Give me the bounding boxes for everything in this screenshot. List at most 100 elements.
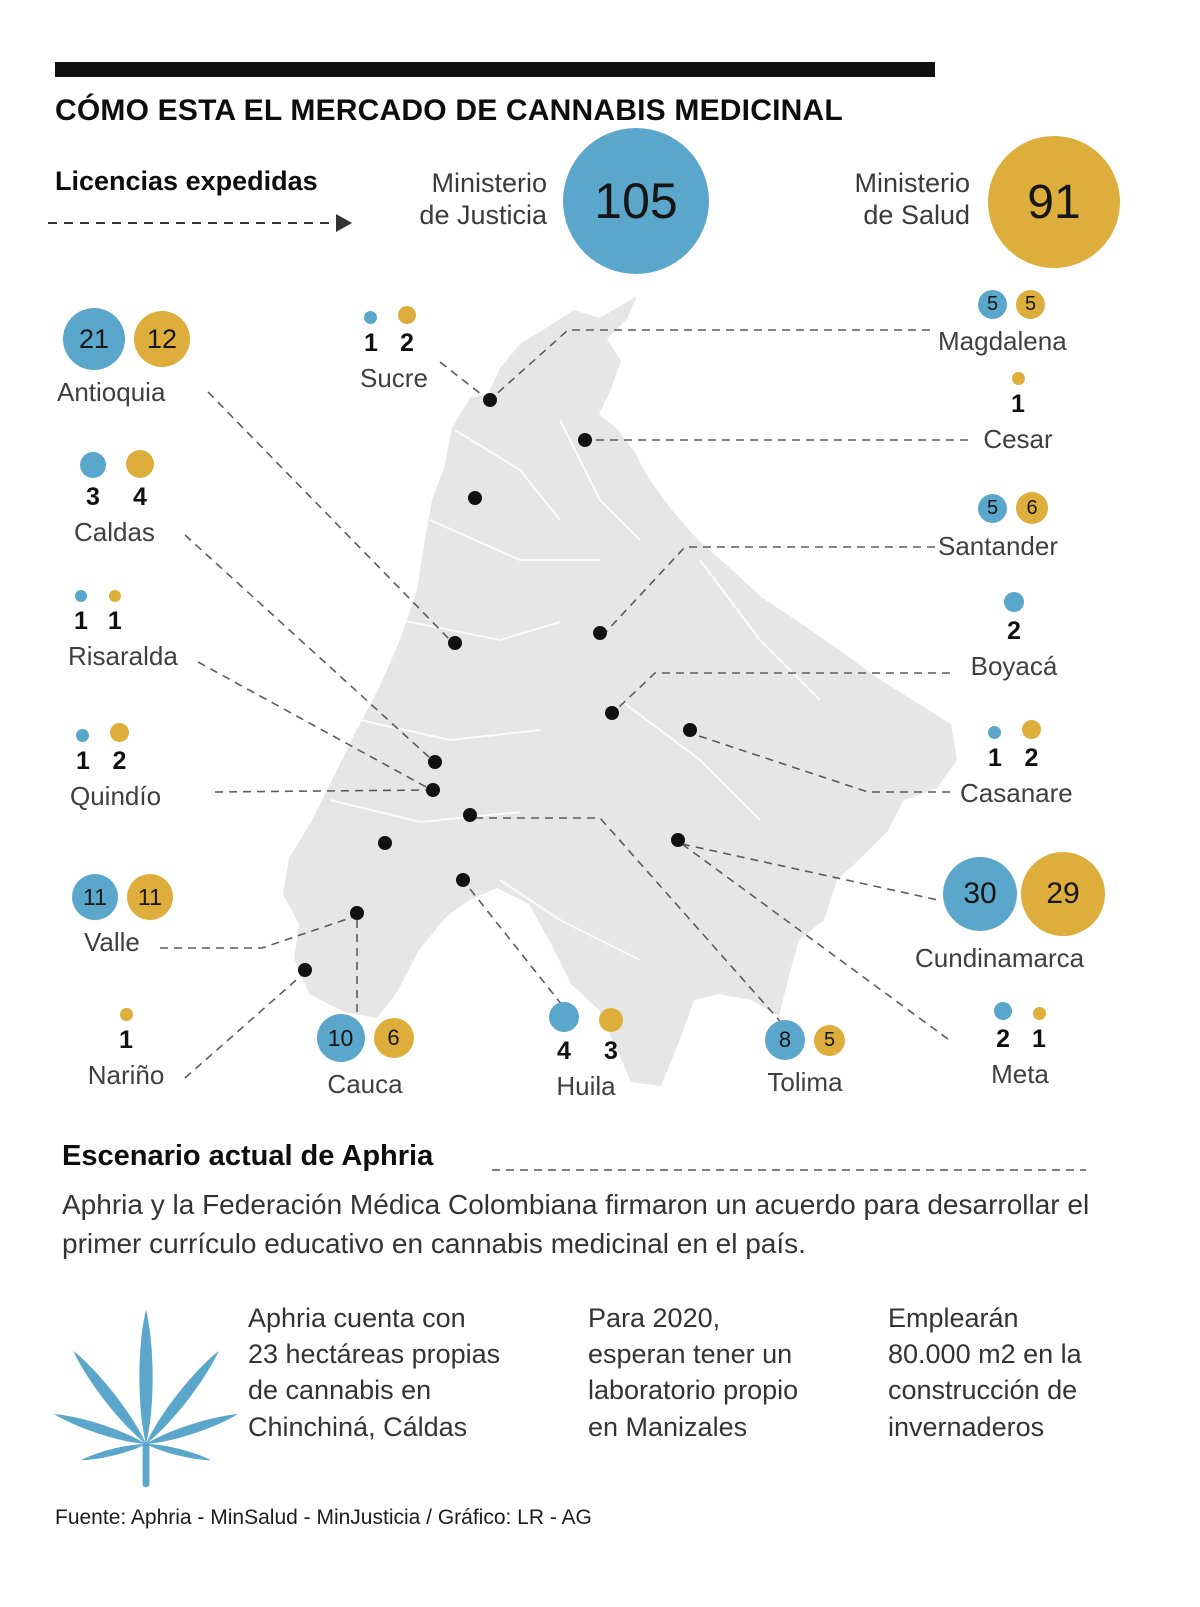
dept-name: Santander <box>938 531 1058 561</box>
justicia-count: 2 <box>1007 617 1021 645</box>
salud-dot <box>119 1008 133 1021</box>
justicia-count: 21 <box>63 308 125 370</box>
department-borders <box>329 419 821 961</box>
salud-count: 1 <box>119 1026 133 1054</box>
salud-count: 6 <box>373 1018 414 1058</box>
salud-count: 11 <box>127 874 173 920</box>
salud-count: 6 <box>1016 492 1048 524</box>
dept-name: Sucre <box>360 363 428 393</box>
dept-name: Valle <box>84 927 140 957</box>
justicia-dot <box>80 452 106 478</box>
dept-cesar: 1 Cesar <box>972 372 1064 455</box>
dept-name: Boyacá <box>970 651 1058 681</box>
justicia-count: 1 <box>364 329 378 357</box>
salud-count: 2 <box>112 747 127 775</box>
salud-count: 2 <box>399 329 414 357</box>
dept-meta: 2 1 Meta <box>968 1002 1072 1090</box>
section-heading: Escenario actual de Aphria <box>62 1140 434 1172</box>
dept-name: Cundinamarca <box>915 943 1085 973</box>
salud-count: 5 <box>1016 290 1045 319</box>
page-title: CÓMO ESTA EL MERCADO DE CANNABIS MEDICIN… <box>55 94 843 127</box>
salud-count: 2 <box>1024 744 1039 772</box>
cannabis-leaf-icon <box>52 1309 240 1488</box>
justicia-dot <box>364 311 378 324</box>
salud-count: 5 <box>814 1024 845 1056</box>
justicia-count: 1 <box>988 744 1002 772</box>
dept-sucre: 1 2 Sucre <box>360 306 428 394</box>
dept-name: Risaralda <box>68 641 178 671</box>
dept-name: Huila <box>556 1071 616 1101</box>
salud-dot <box>397 306 416 324</box>
dept-santander: 5 6 Santander <box>938 492 1058 562</box>
dept-name: Caldas <box>74 517 155 547</box>
justicia-count: 3 <box>86 483 100 511</box>
justicia-count: 2 <box>996 1025 1010 1053</box>
top-bar <box>55 62 935 77</box>
dept-boyaca: 2 Boyacá <box>958 592 1070 682</box>
dept-name: Cauca <box>327 1069 403 1099</box>
dept-cundinamarca: 30 29 Cundinamarca <box>915 852 1105 974</box>
dept-name: Meta <box>991 1059 1049 1089</box>
justicia-count: 10 <box>316 1014 365 1062</box>
salud-dot <box>1011 372 1025 385</box>
source-credit: Fuente: Aphria - MinSalud - MinJusticia … <box>55 1506 592 1529</box>
legend-label: Licencias expedidas <box>55 166 318 196</box>
salud-count: 1 <box>107 607 122 635</box>
justicia-dot <box>549 1002 579 1032</box>
legend-arrow-icon <box>48 214 352 232</box>
justicia-dot <box>1004 592 1024 612</box>
section-intro: Aphria y la Federación Médica Colombiana… <box>62 1189 1090 1259</box>
justicia-count: 1 <box>76 747 90 775</box>
salud-dot <box>599 1008 623 1032</box>
dept-name: Tolima <box>767 1067 843 1097</box>
justicia-count: 8 <box>765 1020 805 1060</box>
justicia-count: 30 <box>943 857 1017 931</box>
salud-count: 29 <box>1021 852 1105 936</box>
dept-name: Nariño <box>87 1060 165 1090</box>
ministry-salud-label: Ministerio de Salud <box>854 168 970 230</box>
justicia-dot <box>994 1002 1013 1020</box>
justicia-dot <box>74 590 87 602</box>
dept-risaralda: 1 1 Risaralda <box>68 590 178 672</box>
fact-greenhouses: Emplearán 80.000 m2 en la construcción d… <box>888 1303 1082 1442</box>
dept-name: Casanare <box>960 778 1073 808</box>
justicia-count: 1 <box>74 607 88 635</box>
salud-dot <box>1032 1007 1046 1020</box>
dept-narino: 1 Nariño <box>80 1008 172 1091</box>
salud-count: 4 <box>133 483 147 511</box>
dept-casanare: 1 2 Casanare <box>960 720 1073 809</box>
dept-tolima: 8 5 Tolima <box>748 1020 862 1098</box>
justicia-dot <box>988 726 1002 739</box>
salud-count: 1 <box>1032 1025 1046 1053</box>
dept-name: Cesar <box>983 424 1053 454</box>
salud-dot <box>109 723 129 742</box>
justicia-dot <box>76 729 90 742</box>
colombia-map <box>283 296 957 1086</box>
dept-name: Antioquia <box>57 377 166 407</box>
ministry-justicia-label: Ministerio de Justicia <box>419 168 547 230</box>
leader-lines <box>160 329 968 1079</box>
ministry-justicia-value: 105 <box>563 128 709 274</box>
dept-name: Quindío <box>70 781 162 811</box>
fact-hectares: Aphria cuenta con 23 hectáreas propias d… <box>248 1303 501 1442</box>
dept-magdalena: 5 5 Magdalena <box>938 290 1067 357</box>
dept-antioquia: 21 12 Antioquia <box>57 308 190 408</box>
fact-laboratory: Para 2020, esperan tener un laboratorio … <box>588 1303 799 1442</box>
salud-dot <box>108 590 121 602</box>
map-dots <box>298 393 697 977</box>
ministry-salud-value: 91 <box>988 136 1120 268</box>
justicia-count: 4 <box>557 1037 571 1065</box>
salud-dot <box>126 450 154 478</box>
salud-count: 3 <box>604 1037 618 1065</box>
justicia-count: 5 <box>978 290 1007 319</box>
salud-count: 12 <box>134 311 190 367</box>
dept-cauca: 10 6 Cauca <box>300 1014 430 1100</box>
dept-huila: 4 3 Huila <box>528 1002 644 1102</box>
dept-quindio: 1 2 Quindío <box>70 723 161 812</box>
justicia-count: 11 <box>72 874 118 920</box>
dept-valle: 11 11 Valle <box>72 874 173 958</box>
dept-name: Magdalena <box>938 326 1067 356</box>
salud-dot <box>1021 720 1041 739</box>
justicia-count: 5 <box>978 493 1007 523</box>
dept-caldas: 3 4 Caldas <box>74 450 155 548</box>
